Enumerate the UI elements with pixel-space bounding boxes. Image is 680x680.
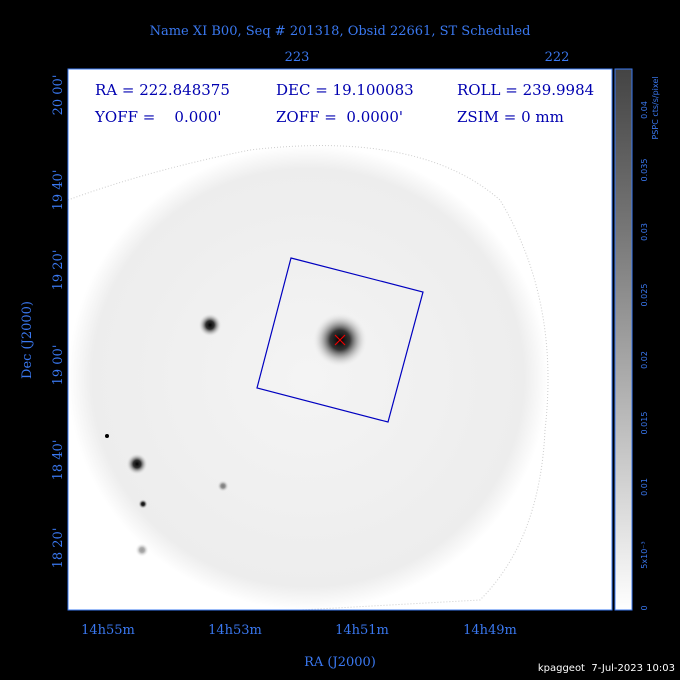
footer: kpaggeot 7-Jul-2023 10:03 bbox=[538, 663, 675, 674]
colorbar-tick-label: 0.04 bbox=[640, 101, 649, 119]
y-axis-title: Dec (J2000) bbox=[20, 301, 35, 379]
left-tick-label: 18 40' bbox=[51, 440, 66, 481]
detector-outline bbox=[256, 257, 424, 423]
bottom-tick-label: 14h51m bbox=[335, 623, 389, 638]
info-yoff: YOFF = 0.000' bbox=[94, 108, 222, 126]
source bbox=[198, 313, 222, 337]
source bbox=[217, 480, 229, 492]
info-dec: DEC = 19.100083 bbox=[276, 81, 414, 99]
colorbar-title: PSPC cts/s/pixel bbox=[651, 76, 660, 139]
info-zoff: ZOFF = 0.0000' bbox=[276, 108, 403, 126]
left-tick-label: 18 20' bbox=[51, 528, 66, 569]
source bbox=[138, 499, 148, 509]
colorbar bbox=[614, 68, 633, 611]
colorbar-tick-label: 0 bbox=[640, 605, 649, 610]
left-tick-label: 19 40' bbox=[51, 170, 66, 211]
colorbar-tick-label: 0.02 bbox=[640, 351, 649, 369]
source bbox=[105, 434, 109, 438]
colorbar-tick-label: 0.035 bbox=[640, 159, 649, 182]
bottom-tick-label: 14h53m bbox=[208, 623, 262, 638]
top-tick-label: 223 bbox=[285, 50, 310, 65]
source bbox=[126, 453, 148, 475]
info-zsim: ZSIM = 0 mm bbox=[457, 108, 564, 126]
colorbar-tick-label: 0.03 bbox=[640, 223, 649, 241]
info-ra: RA = 222.848375 bbox=[95, 81, 230, 99]
colorbar-tick-label: 0.025 bbox=[640, 284, 649, 307]
colorbar-tick-label: 0.01 bbox=[640, 478, 649, 496]
left-tick-label: 19 00' bbox=[51, 345, 66, 386]
bottom-tick-label: 14h49m bbox=[463, 623, 517, 638]
left-tick-label: 19 20' bbox=[51, 250, 66, 291]
colorbar-tick-label: 0.015 bbox=[640, 412, 649, 435]
plot-frame bbox=[67, 68, 613, 611]
title: Name XI B00, Seq # 201318, Obsid 22661, … bbox=[150, 24, 531, 39]
top-tick-label: 222 bbox=[545, 50, 570, 65]
left-tick-label: 20 00' bbox=[51, 75, 66, 116]
x-axis-title: RA (J2000) bbox=[304, 655, 376, 670]
field-of-view bbox=[67, 145, 549, 611]
source bbox=[135, 543, 149, 557]
info-roll: ROLL = 239.9984 bbox=[457, 81, 594, 99]
bottom-tick-label: 14h55m bbox=[81, 623, 135, 638]
aimpoint bbox=[334, 334, 346, 346]
colorbar-tick-label: 5x10⁻³ bbox=[640, 541, 649, 568]
